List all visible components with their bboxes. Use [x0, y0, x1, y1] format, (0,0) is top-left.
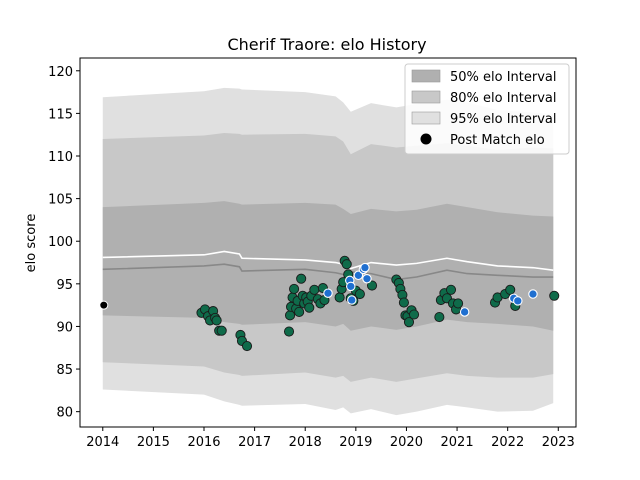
y-tick-label: 110: [48, 150, 73, 165]
match-point-blue: [362, 273, 372, 284]
match-point-green: [309, 284, 320, 295]
x-tick-label: 2017: [238, 435, 271, 450]
y-tick-label: 95: [56, 278, 73, 293]
match-point-blue: [513, 296, 523, 306]
legend-swatch: [411, 111, 441, 125]
legend-label: Post Match elo: [450, 133, 545, 148]
match-point-green: [366, 280, 378, 291]
legend: 50% elo Interval 80% elo Interval 95% elo …: [404, 63, 570, 155]
match-point-green: [354, 289, 365, 300]
x-tick-label: 2021: [441, 435, 474, 450]
band-50: [102, 201, 554, 331]
legend-label: 50% elo Interval: [450, 70, 557, 85]
x-tick-label: 2019: [339, 435, 372, 450]
upper-line: [102, 250, 554, 271]
legend-marker: [420, 133, 432, 145]
x-tick-label: 2016: [187, 435, 220, 450]
match-point-blue: [347, 295, 357, 305]
chart-title: Cherif Traore: elo History: [227, 35, 426, 54]
match-point-green: [294, 306, 305, 318]
match-point-green: [453, 298, 464, 309]
match-point-green: [549, 290, 560, 301]
match-point-green: [341, 259, 352, 270]
legend-label: 80% elo Interval: [450, 91, 557, 106]
match-point-green: [211, 315, 222, 326]
legend-swatch: [411, 69, 441, 83]
match-point-green: [304, 302, 315, 313]
y-tick-label: 120: [48, 65, 73, 80]
x-tick-label: 2018: [289, 435, 322, 450]
legend-box: [404, 63, 570, 155]
match-point-green: [296, 273, 307, 284]
match-point-green: [403, 317, 415, 328]
match-point-blue: [459, 307, 470, 317]
match-point-blue: [528, 289, 538, 299]
x-tick-label: 2020: [390, 435, 423, 450]
match-point-green: [334, 292, 345, 303]
match-point-blue: [346, 281, 356, 292]
x-tick-label: 2015: [137, 435, 170, 450]
match-point-green: [283, 326, 295, 337]
match-point-blue: [353, 270, 364, 281]
match-point-green: [216, 325, 227, 336]
match-point-green: [505, 284, 516, 295]
legend-label: 95% elo Interval: [450, 112, 557, 127]
y-tick-label: 90: [56, 320, 73, 335]
y-axis-ticks: 80 85 90 95 100 105 110 115 120: [48, 65, 80, 421]
match-point-green: [445, 284, 457, 295]
match-point-green: [241, 340, 253, 352]
match-point-green: [434, 312, 445, 323]
x-tick-label: 2014: [86, 435, 119, 450]
data-points: [99, 255, 560, 352]
y-tick-label: 105: [48, 193, 73, 208]
x-tick-label: 2023: [542, 435, 575, 450]
legend-swatch: [411, 90, 441, 104]
plot-frame: [79, 57, 577, 428]
match-point-green: [398, 297, 409, 308]
post-match-point: [99, 300, 109, 310]
y-tick-label: 100: [48, 235, 73, 250]
y-tick-label: 85: [56, 363, 73, 378]
y-tick-label: 115: [48, 107, 73, 122]
y-tick-label: 80: [56, 406, 73, 421]
x-axis-ticks: 2014 2015 2016 2017 2018 2019 2020 2021 2022 2023: [86, 427, 575, 450]
y-axis-label: elo score: [24, 214, 39, 273]
x-tick-label: 2022: [491, 435, 524, 450]
match-point-green: [289, 283, 300, 294]
match-point-blue: [360, 262, 370, 273]
match-point-green: [408, 309, 420, 320]
match-point-blue: [323, 288, 333, 298]
